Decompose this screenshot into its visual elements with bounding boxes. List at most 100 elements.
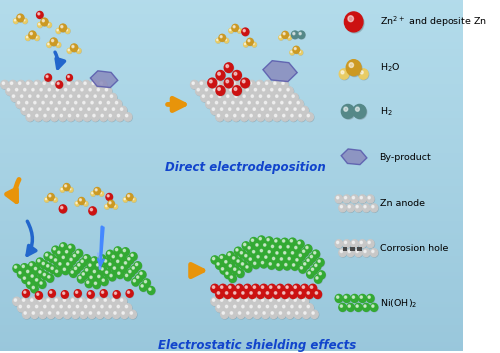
- Bar: [0, 77, 463, 79]
- Circle shape: [132, 198, 136, 202]
- Circle shape: [95, 298, 102, 306]
- Circle shape: [104, 87, 112, 96]
- Circle shape: [290, 305, 293, 308]
- Circle shape: [52, 40, 54, 42]
- Circle shape: [260, 297, 268, 306]
- Circle shape: [252, 261, 260, 269]
- Circle shape: [297, 101, 300, 104]
- Circle shape: [111, 255, 118, 262]
- Circle shape: [224, 113, 232, 121]
- Circle shape: [220, 266, 228, 274]
- Circle shape: [220, 35, 226, 42]
- Circle shape: [108, 304, 116, 312]
- Circle shape: [110, 254, 118, 262]
- Circle shape: [100, 267, 108, 275]
- Circle shape: [260, 249, 266, 256]
- Circle shape: [36, 114, 38, 117]
- Bar: [0, 230, 463, 232]
- Circle shape: [96, 263, 103, 271]
- Bar: [0, 151, 463, 153]
- Circle shape: [232, 80, 239, 89]
- Circle shape: [340, 205, 342, 208]
- Circle shape: [120, 310, 128, 318]
- Circle shape: [291, 114, 293, 117]
- Circle shape: [60, 305, 62, 308]
- Circle shape: [224, 38, 229, 43]
- Circle shape: [370, 249, 378, 257]
- Circle shape: [252, 285, 260, 293]
- Circle shape: [148, 287, 155, 295]
- Circle shape: [135, 274, 142, 282]
- Circle shape: [33, 266, 40, 274]
- Text: By-product: By-product: [380, 152, 432, 162]
- Circle shape: [34, 81, 42, 89]
- Circle shape: [226, 94, 234, 102]
- Bar: [0, 175, 463, 177]
- Circle shape: [253, 108, 256, 110]
- Circle shape: [285, 298, 292, 306]
- Circle shape: [18, 270, 26, 279]
- Circle shape: [299, 51, 300, 53]
- Circle shape: [106, 100, 114, 108]
- Circle shape: [352, 197, 354, 199]
- Circle shape: [100, 290, 107, 297]
- Circle shape: [236, 298, 244, 306]
- Circle shape: [105, 205, 109, 209]
- Circle shape: [254, 310, 261, 318]
- Circle shape: [314, 263, 321, 271]
- Circle shape: [306, 304, 314, 312]
- Circle shape: [30, 31, 36, 39]
- Circle shape: [49, 100, 57, 109]
- Circle shape: [246, 38, 253, 45]
- Circle shape: [80, 87, 87, 95]
- Circle shape: [306, 258, 314, 266]
- Circle shape: [287, 256, 294, 264]
- Circle shape: [48, 312, 51, 314]
- Bar: [0, 265, 463, 267]
- Circle shape: [60, 114, 62, 117]
- Circle shape: [290, 50, 294, 55]
- Circle shape: [46, 274, 54, 282]
- Circle shape: [26, 113, 34, 121]
- Circle shape: [246, 245, 254, 253]
- Circle shape: [127, 194, 133, 201]
- Circle shape: [256, 255, 264, 262]
- Circle shape: [13, 264, 20, 272]
- Circle shape: [74, 255, 76, 257]
- Circle shape: [307, 114, 310, 117]
- Circle shape: [264, 101, 266, 104]
- Circle shape: [368, 241, 370, 244]
- Circle shape: [352, 241, 354, 244]
- Circle shape: [64, 108, 66, 110]
- Circle shape: [22, 18, 27, 23]
- Circle shape: [138, 271, 146, 279]
- Circle shape: [41, 100, 48, 109]
- Circle shape: [290, 304, 297, 312]
- Circle shape: [104, 269, 112, 277]
- Circle shape: [92, 82, 94, 84]
- Circle shape: [248, 40, 250, 42]
- Circle shape: [66, 304, 74, 312]
- Circle shape: [67, 113, 74, 121]
- Circle shape: [124, 113, 132, 121]
- Circle shape: [291, 94, 298, 102]
- Circle shape: [108, 201, 114, 208]
- Circle shape: [227, 297, 235, 306]
- Circle shape: [260, 95, 262, 97]
- Circle shape: [244, 253, 251, 262]
- Circle shape: [237, 299, 239, 301]
- Circle shape: [227, 284, 235, 293]
- Circle shape: [240, 291, 248, 299]
- Circle shape: [280, 258, 282, 260]
- Circle shape: [284, 106, 292, 115]
- Circle shape: [18, 16, 21, 18]
- Circle shape: [14, 18, 18, 23]
- Circle shape: [102, 279, 104, 281]
- Circle shape: [246, 266, 248, 268]
- Bar: [0, 244, 463, 246]
- Circle shape: [342, 104, 354, 118]
- Circle shape: [103, 298, 111, 306]
- Circle shape: [39, 281, 46, 289]
- Circle shape: [242, 114, 244, 117]
- Circle shape: [247, 100, 255, 109]
